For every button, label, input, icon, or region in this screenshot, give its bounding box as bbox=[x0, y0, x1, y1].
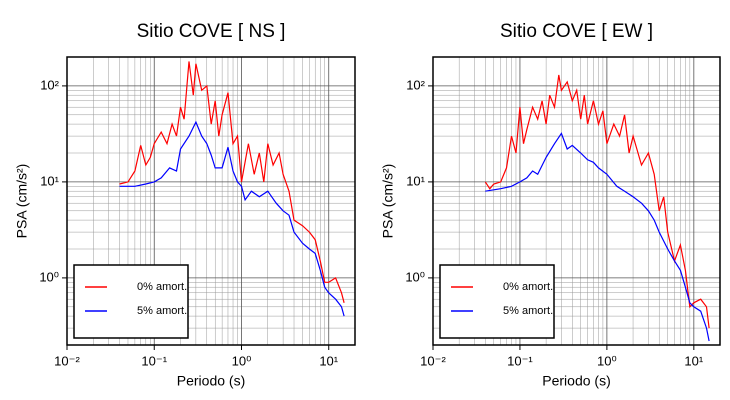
data-line bbox=[119, 120, 345, 317]
x-tick-label: 10⁻² bbox=[54, 353, 80, 368]
data-line bbox=[484, 74, 710, 329]
y-tick-label: 10¹ bbox=[40, 173, 59, 188]
legend-label: 5% amort. bbox=[137, 305, 187, 317]
x-axis-label: Periodo (s) bbox=[542, 373, 610, 389]
chart-title: Sitio COVE [ EW ] bbox=[500, 21, 653, 42]
y-tick-label: 10¹ bbox=[406, 173, 425, 188]
y-axis-label: PSA (cm/s²) bbox=[380, 164, 396, 239]
legend-box bbox=[73, 264, 189, 339]
data-line bbox=[119, 61, 345, 303]
x-axis-label: Periodo (s) bbox=[177, 373, 245, 389]
x-tick-label: 10⁰ bbox=[597, 353, 617, 368]
x-tick-label: 10¹ bbox=[319, 353, 338, 368]
legend-label: 5% amort. bbox=[503, 305, 553, 317]
plot-frame bbox=[66, 56, 356, 346]
x-tick-label: 10¹ bbox=[684, 353, 703, 368]
x-tick-label: 10⁰ bbox=[232, 353, 252, 368]
plot-frame bbox=[432, 56, 721, 346]
y-tick-label: 10² bbox=[40, 77, 59, 92]
legend-label: 0% amort. bbox=[503, 281, 553, 293]
data-line bbox=[485, 132, 710, 342]
y-axis-label: PSA (cm/s²) bbox=[14, 164, 30, 239]
x-tick-label: 10⁻¹ bbox=[141, 353, 167, 368]
panel: 10⁻² 10⁻¹ 10⁰ 10¹ 10⁰ 10¹ 10² Sitio COVE [ NS ]… bbox=[14, 21, 356, 389]
y-tick-label: 10⁰ bbox=[39, 269, 59, 284]
x-tick-label: 10⁻¹ bbox=[507, 353, 533, 368]
chart-title: Sitio COVE [ NS ] bbox=[137, 21, 286, 42]
x-tick-label: 10⁻² bbox=[420, 353, 446, 368]
y-tick-label: 10⁰ bbox=[405, 269, 425, 284]
y-tick-label: 10² bbox=[406, 77, 425, 92]
panel: 10⁻² 10⁻¹ 10⁰ 10¹ 10⁰ 10¹ 10² Sitio COVE [ EW ]… bbox=[380, 21, 721, 389]
legend-label: 0% amort. bbox=[137, 281, 187, 293]
legend-box bbox=[439, 264, 555, 339]
